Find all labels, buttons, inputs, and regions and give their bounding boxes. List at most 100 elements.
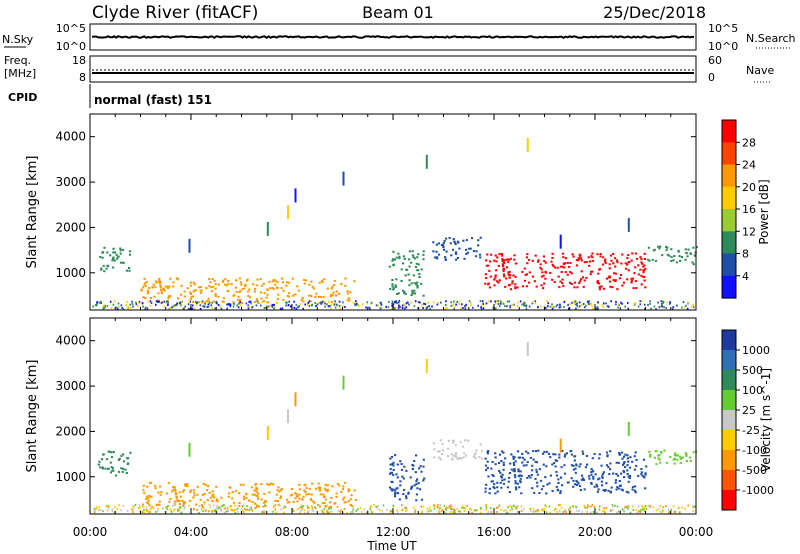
velocity-region-4-cell — [581, 474, 584, 477]
velocity-ground-scatter — [583, 504, 585, 507]
power-region-5-cell — [661, 254, 664, 257]
velocity-region-3-cell — [454, 454, 457, 457]
power-colorbar-tick-label: 4 — [742, 270, 749, 283]
velocity-region-4-cell — [598, 477, 601, 480]
power-region-2-cell — [411, 254, 415, 257]
power-region-0-cell — [112, 266, 115, 269]
power-region-1-cell — [210, 286, 213, 289]
power-ground-scatter — [523, 302, 526, 305]
velocity-region-4-cell — [626, 457, 629, 460]
velocity-ground-scatter — [308, 509, 310, 512]
power-region-1-cell — [158, 280, 161, 283]
velocity-ground-scatter — [311, 509, 314, 512]
power-ground-scatter — [98, 301, 101, 304]
power-region-4-cell — [632, 287, 635, 290]
velocity-ground-scatter — [118, 504, 120, 507]
velocity-ground-scatter — [629, 511, 632, 514]
power-ground-scatter — [275, 301, 278, 304]
power-ground-scatter — [597, 307, 599, 310]
velocity-ground-scatter — [532, 510, 535, 513]
power-region-4-cell — [570, 283, 573, 285]
velocity-region-1-cell — [260, 498, 263, 501]
power-ground-scatter — [669, 302, 671, 305]
velocity-region-4-cell — [531, 464, 534, 467]
power-ground-scatter — [421, 304, 423, 307]
velocity-ground-scatter — [611, 509, 614, 511]
velocity-ground-scatter — [217, 505, 219, 508]
power-region-4-cell — [596, 282, 599, 284]
power-region-4-cell — [633, 272, 636, 275]
velocity-region-4-cell — [501, 479, 504, 482]
power-region-1-cell — [287, 292, 291, 295]
velocity-region-0-cell — [129, 451, 132, 454]
velocity-ground-scatter — [131, 508, 133, 511]
power-ground-scatter — [405, 306, 408, 309]
velocity-ground-scatter — [184, 506, 186, 508]
velocity-region-2-cell — [388, 486, 392, 489]
velocity-ground-scatter — [97, 509, 100, 512]
velocity-region-5-cell — [658, 458, 661, 461]
velocity-colorbar-segment — [722, 450, 736, 471]
power-ground-scatter — [370, 301, 373, 304]
velocity-region-2-cell — [391, 489, 394, 492]
velocity-region-1-cell — [174, 489, 177, 492]
velocity-region-1-cell — [148, 504, 151, 507]
power-ground-scatter — [167, 304, 169, 307]
power-region-2-cell — [417, 263, 420, 266]
velocity-ground-scatter — [363, 508, 365, 511]
velocity-region-4-cell — [590, 482, 593, 485]
velocity-region-4-cell — [490, 467, 493, 470]
x-tick-label: 16:00 — [477, 525, 512, 539]
velocity-ground-scatter — [179, 506, 182, 509]
power-ytick-label: 2000 — [55, 220, 86, 234]
velocity-ground-scatter — [510, 505, 513, 508]
velocity-ground-scatter — [377, 505, 379, 508]
velocity-region-4-cell — [588, 477, 591, 480]
velocity-ground-scatter — [235, 508, 238, 511]
velocity-region-4-cell — [563, 472, 567, 475]
power-region-4-cell — [508, 274, 511, 277]
power-ground-scatter — [357, 304, 359, 306]
velocity-ground-scatter — [443, 511, 445, 514]
velocity-region-4-cell — [588, 475, 591, 478]
velocity-ground-scatter — [420, 505, 422, 508]
velocity-ground-scatter — [325, 504, 327, 507]
power-region-1-cell — [332, 283, 336, 286]
velocity-region-5-cell — [685, 455, 688, 457]
velocity-region-1-cell — [348, 489, 351, 492]
power-region-3-cell — [452, 238, 455, 240]
velocity-region-4-cell — [574, 467, 577, 470]
power-ground-scatter — [462, 307, 464, 309]
power-region-4-cell — [634, 280, 637, 283]
power-ground-scatter — [250, 302, 252, 305]
power-region-4-cell — [539, 263, 542, 266]
power-region-2-cell — [415, 262, 418, 265]
power-ground-scatter — [610, 300, 612, 303]
velocity-region-5-cell — [684, 452, 687, 455]
power-region-4-cell — [615, 259, 618, 262]
velocity-region-3-cell — [474, 457, 477, 460]
velocity-region-1-cell — [196, 485, 199, 488]
power-ground-scatter — [404, 304, 406, 307]
velocity-region-1-cell — [349, 498, 352, 501]
power-region-1-cell — [330, 301, 333, 303]
velocity-ground-scatter — [466, 505, 468, 507]
power-region-0-cell — [119, 247, 122, 250]
velocity-region-2-cell — [402, 477, 405, 480]
velocity-region-1-cell — [203, 493, 206, 495]
power-ground-scatter — [395, 301, 397, 304]
velocity-region-0-cell — [122, 460, 126, 463]
velocity-region-4-cell — [486, 451, 489, 454]
velocity-ground-scatter — [454, 511, 456, 514]
power-ground-scatter — [683, 306, 686, 309]
velocity-region-1-cell — [292, 500, 295, 503]
velocity-region-4-cell — [643, 475, 646, 478]
velocity-region-4-cell — [531, 487, 534, 490]
velocity-region-3-cell — [459, 441, 462, 444]
velocity-region-1-cell — [335, 496, 338, 498]
power-ground-scatter — [113, 300, 116, 303]
power-ground-scatter — [314, 302, 316, 305]
velocity-region-0-cell — [124, 468, 127, 471]
power-ground-scatter — [653, 305, 656, 308]
velocity-region-4-cell — [536, 481, 539, 484]
